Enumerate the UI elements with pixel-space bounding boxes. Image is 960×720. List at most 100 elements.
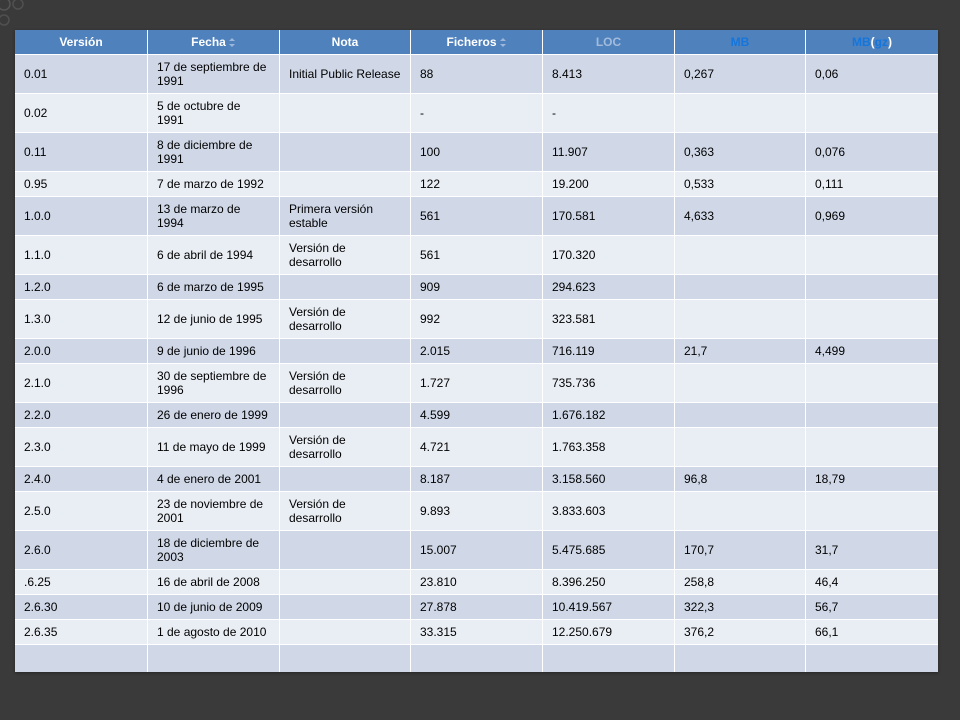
cell-mb (675, 364, 806, 402)
kernel-versions-table: Versión Fecha Nota Ficheros LOC MB MB (g… (15, 30, 938, 672)
cell-empty (543, 645, 675, 672)
cell-mb (675, 403, 806, 427)
table-row: 2.3.0 11 de mayo de 1999 Versión de desa… (15, 428, 938, 467)
cell-mb-gz: 31,7 (815, 543, 839, 557)
header-version[interactable]: Versión (15, 30, 148, 54)
header-mb-gz-link[interactable]: MB (851, 35, 871, 49)
table-row: 1.1.0 6 de abril de 1994 Versión de desa… (15, 236, 938, 275)
cell-mb (675, 94, 806, 132)
header-date[interactable]: Fecha (148, 30, 280, 54)
cell-mb-gz (806, 492, 938, 530)
cell-version: 2.3.0 (15, 428, 148, 466)
cell-mb: 0,363 (675, 133, 806, 171)
cell-mb-gz: 0,06 (815, 67, 839, 81)
cell-loc: 8.396.250 (543, 570, 675, 594)
cell-files: 100 (411, 133, 543, 171)
cell-mb: 4,633 (675, 197, 806, 235)
table-row: 1.0.0 13 de marzo de 1994 Primera versió… (15, 197, 938, 236)
table-row: 2.6.30 10 de junio de 2009 27.878 10.419… (15, 595, 938, 620)
cell-mb (675, 492, 806, 530)
table-row: 1.3.0 12 de junio de 1995 Versión de des… (15, 300, 938, 339)
cell-mb-gz (806, 403, 938, 427)
cell-loc: 170.320 (543, 236, 675, 274)
cell-empty (15, 645, 148, 672)
table-row: 2.4.0 4 de enero de 2001 8.187 3.158.560… (15, 467, 938, 492)
cell-version: 1.3.0 (15, 300, 148, 338)
cell-loc: 5.475.685 (543, 531, 675, 569)
cell-loc: 11.907 (543, 133, 675, 171)
cell-note: Versión de desarrollo (280, 300, 411, 338)
table-row: .6.25 16 de abril de 2008 23.810 8.396.2… (15, 570, 938, 595)
table-row: 0.11 8 de diciembre de 1991 100 11.907 0… (15, 133, 938, 172)
cell-loc: 12.250.679 (543, 620, 675, 644)
cell-version: 2.4.0 (15, 467, 148, 491)
cell-empty (148, 645, 280, 672)
cell-mb: 322,3 (675, 595, 806, 619)
header-files-label: Ficheros (446, 35, 497, 49)
cell-mb-gz: 0,969 (815, 209, 846, 223)
header-mb: MB (675, 30, 806, 54)
cell-note (280, 133, 411, 171)
cell-note: Versión de desarrollo (280, 492, 411, 530)
cell-note (280, 275, 411, 299)
table-row: 2.6.0 18 de diciembre de 2003 15.007 5.4… (15, 531, 938, 570)
header-loc-link[interactable]: LOC (595, 35, 622, 49)
cell-empty (675, 645, 806, 672)
cell-empty (411, 645, 543, 672)
cell-files: 8.187 (411, 467, 543, 491)
cell-loc: - (543, 94, 675, 132)
cell-version: 2.1.0 (15, 364, 148, 402)
cell-version: 0.01 (15, 55, 148, 93)
cell-date: 13 de marzo de 1994 (148, 197, 280, 235)
table-row: 2.2.0 26 de enero de 1999 4.599 1.676.18… (15, 403, 938, 428)
cell-date: 12 de junio de 1995 (148, 300, 280, 338)
cell-date: 8 de diciembre de 1991 (148, 133, 280, 171)
table-row: 1.2.0 6 de marzo de 1995 909 294.623 (15, 275, 938, 300)
cell-mb-gz (806, 364, 938, 402)
header-mb-link[interactable]: MB (730, 35, 750, 49)
sort-icon[interactable] (228, 37, 236, 47)
table-row: 0.01 17 de septiembre de 1991 Initial Pu… (15, 55, 938, 94)
cell-mb: 170,7 (675, 531, 806, 569)
cell-date: 23 de noviembre de 2001 (148, 492, 280, 530)
cell-loc: 3.833.603 (543, 492, 675, 530)
cell-note (280, 595, 411, 619)
cell-files: 909 (411, 275, 543, 299)
cell-files: 9.893 (411, 492, 543, 530)
cell-note: Versión de desarrollo (280, 364, 411, 402)
cell-files: 992 (411, 300, 543, 338)
cell-mb-gz: 56,7 (815, 600, 839, 614)
cell-loc: 716.119 (543, 339, 675, 363)
cell-note: Versión de desarrollo (280, 236, 411, 274)
cell-note: Initial Public Release (280, 55, 411, 93)
cell-note (280, 94, 411, 132)
cell-note (280, 467, 411, 491)
table-row: 0.02 5 de octubre de 1991 - - (15, 94, 938, 133)
cell-date: 16 de abril de 2008 (148, 570, 280, 594)
cell-note: Primera versión estable (280, 197, 411, 235)
cell-empty (280, 645, 411, 672)
cell-mb: 96,8 (675, 467, 806, 491)
table-row: 0.95 7 de marzo de 1992 122 19.200 0,533… (15, 172, 938, 197)
cell-mb: 0,267 (675, 55, 806, 93)
cell-version: 2.6.0 (15, 531, 148, 569)
cell-loc: 19.200 (543, 172, 675, 196)
background-decoration-icon (0, 0, 24, 26)
cell-version: 0.11 (15, 133, 148, 171)
table-row: 2.6.35 1 de agosto de 2010 33.315 12.250… (15, 620, 938, 645)
header-files[interactable]: Ficheros (411, 30, 543, 54)
table-header-row: Versión Fecha Nota Ficheros LOC MB MB (g… (15, 30, 938, 55)
header-gz-link[interactable]: gz (874, 35, 888, 49)
sort-icon[interactable] (499, 37, 507, 47)
cell-version: 2.6.30 (15, 595, 148, 619)
cell-mb-gz (806, 428, 938, 466)
cell-date: 9 de junio de 1996 (148, 339, 280, 363)
cell-files: 88 (411, 55, 543, 93)
cell-date: 30 de septiembre de 1996 (148, 364, 280, 402)
cell-loc: 1.676.182 (543, 403, 675, 427)
cell-files: 4.599 (411, 403, 543, 427)
cell-loc: 8.413 (543, 55, 675, 93)
cell-date: 26 de enero de 1999 (148, 403, 280, 427)
cell-mb-gz: 46,4 (815, 575, 839, 589)
cell-mb (675, 300, 806, 338)
